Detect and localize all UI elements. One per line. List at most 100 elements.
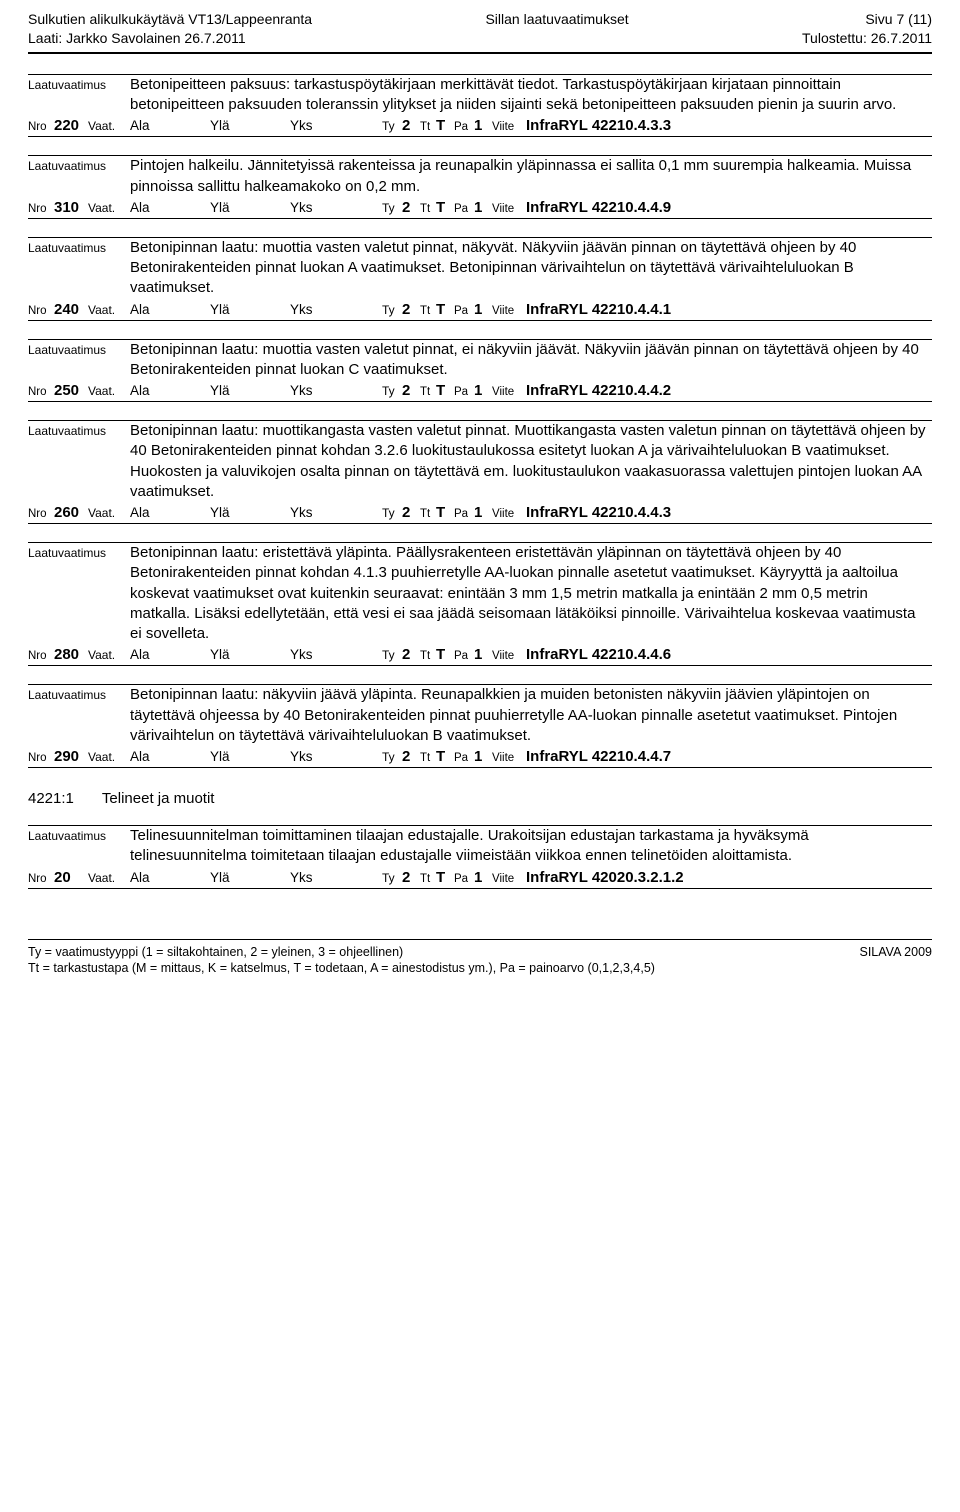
header-author: Laati: Jarkko Savolainen 26.7.2011: [28, 29, 312, 48]
meta-ala-label: Ala: [130, 505, 210, 520]
meta-nro-value: 20: [54, 869, 88, 886]
meta-ala-label: Ala: [130, 302, 210, 317]
meta-ty-label: Ty: [382, 648, 402, 662]
entry-text: Betonipinnan laatu: muottia vasten valet…: [130, 340, 932, 381]
entry-text: Telinesuunnitelman toimittaminen tilaaja…: [130, 826, 932, 867]
meta-nro-label: Nro: [28, 650, 54, 662]
meta-yla-label: Ylä: [210, 302, 290, 317]
meta-yla-label: Ylä: [210, 118, 290, 133]
meta-vaat-label: Vaat.: [88, 201, 130, 215]
requirement-entry: LaatuvaatimusPintojen halkeilu. Jännitet…: [28, 155, 932, 219]
entry-body: LaatuvaatimusBetonipinnan laatu: muottia…: [28, 238, 932, 299]
meta-vaat-label: Vaat.: [88, 119, 130, 133]
meta-yla-label: Ylä: [210, 200, 290, 215]
entry-rule-bottom: [28, 320, 932, 321]
entry-rule-bottom: [28, 767, 932, 768]
meta-tt-value: T: [436, 748, 454, 765]
meta-yks-label: Yks: [290, 383, 382, 398]
meta-ty-value: 2: [402, 869, 420, 886]
meta-viite-value: InfraRYL 42020.3.2.1.2: [526, 869, 684, 886]
meta-pa-value: 1: [474, 301, 492, 318]
meta-pa-label: Pa: [454, 386, 474, 398]
meta-vaat-label: Vaat.: [88, 506, 130, 520]
entry-meta-row: Nro280Vaat.AlaYläYksTy2TtTPa1ViiteInfraR…: [28, 644, 932, 665]
meta-yla-label: Ylä: [210, 505, 290, 520]
entry-body: LaatuvaatimusTelinesuunnitelman toimitta…: [28, 826, 932, 867]
meta-ala-label: Ala: [130, 200, 210, 215]
meta-yla-label: Ylä: [210, 749, 290, 764]
meta-ala-label: Ala: [130, 870, 210, 885]
meta-yla-label: Ylä: [210, 383, 290, 398]
meta-tt-value: T: [436, 869, 454, 886]
entry-meta-row: Nro250Vaat.AlaYläYksTy2TtTPa1ViiteInfraR…: [28, 380, 932, 401]
meta-pa-label: Pa: [454, 650, 474, 662]
meta-viite-label: Viite: [492, 873, 526, 885]
section-code: 4221:1: [28, 790, 98, 807]
meta-yks-label: Yks: [290, 647, 382, 662]
meta-ty-label: Ty: [382, 750, 402, 764]
entry-text: Pintojen halkeilu. Jännitetyissä rakente…: [130, 156, 932, 197]
entry-rule-bottom: [28, 888, 932, 889]
section-title: Telineet ja muotit: [102, 790, 215, 807]
requirement-entry: LaatuvaatimusTelinesuunnitelman toimitta…: [28, 825, 932, 889]
header-center: Sillan laatuvaatimukset: [485, 10, 628, 48]
meta-viite-label: Viite: [492, 121, 526, 133]
meta-ty-value: 2: [402, 748, 420, 765]
meta-ty-value: 2: [402, 504, 420, 521]
entry-type-label: Laatuvaatimus: [28, 543, 130, 644]
meta-viite-label: Viite: [492, 305, 526, 317]
section-heading: 4221:1 Telineet ja muotit: [28, 790, 932, 807]
meta-viite-label: Viite: [492, 386, 526, 398]
meta-pa-label: Pa: [454, 873, 474, 885]
meta-vaat-label: Vaat.: [88, 871, 130, 885]
entry-rule-bottom: [28, 136, 932, 137]
footer-rule: [28, 939, 932, 940]
footer-ty-legend: Ty = vaatimustyyppi (1 = siltakohtainen,…: [28, 944, 403, 961]
meta-pa-value: 1: [474, 869, 492, 886]
entry-body: LaatuvaatimusPintojen halkeilu. Jännitet…: [28, 156, 932, 197]
meta-viite-value: InfraRYL 42210.4.4.2: [526, 382, 671, 399]
entry-text: Betonipinnan laatu: muottia vasten valet…: [130, 238, 932, 299]
requirements-list: LaatuvaatimusBetonipeitteen paksuus: tar…: [28, 74, 932, 768]
meta-nro-value: 260: [54, 504, 88, 521]
meta-yks-label: Yks: [290, 118, 382, 133]
meta-viite-value: InfraRYL 42210.4.3.3: [526, 117, 671, 134]
requirement-entry: LaatuvaatimusBetonipeitteen paksuus: tar…: [28, 74, 932, 138]
header-printed: Tulostettu: 26.7.2011: [802, 29, 932, 48]
meta-viite-value: InfraRYL 42210.4.4.1: [526, 301, 671, 318]
meta-tt-label: Tt: [420, 650, 436, 662]
entry-text: Betonipinnan laatu: näkyviin jäävä yläpi…: [130, 685, 932, 746]
entry-type-label: Laatuvaatimus: [28, 75, 130, 116]
meta-ty-value: 2: [402, 117, 420, 134]
entry-meta-row: Nro290Vaat.AlaYläYksTy2TtTPa1ViiteInfraR…: [28, 746, 932, 767]
entry-meta-row: Nro240Vaat.AlaYläYksTy2TtTPa1ViiteInfraR…: [28, 299, 932, 320]
meta-tt-label: Tt: [420, 121, 436, 133]
meta-viite-value: InfraRYL 42210.4.4.6: [526, 646, 671, 663]
entry-meta-row: Nro310Vaat.AlaYläYksTy2TtTPa1ViiteInfraR…: [28, 197, 932, 218]
entry-type-label: Laatuvaatimus: [28, 826, 130, 867]
meta-ty-value: 2: [402, 382, 420, 399]
entry-body: LaatuvaatimusBetonipinnan laatu: muottik…: [28, 421, 932, 502]
meta-pa-label: Pa: [454, 752, 474, 764]
meta-tt-label: Tt: [420, 873, 436, 885]
meta-vaat-label: Vaat.: [88, 648, 130, 662]
entry-rule-bottom: [28, 523, 932, 524]
entry-body: LaatuvaatimusBetonipinnan laatu: eristet…: [28, 543, 932, 644]
meta-tt-value: T: [436, 382, 454, 399]
meta-viite-label: Viite: [492, 508, 526, 520]
meta-pa-value: 1: [474, 382, 492, 399]
meta-pa-value: 1: [474, 199, 492, 216]
requirement-entry: LaatuvaatimusBetonipinnan laatu: eristet…: [28, 542, 932, 666]
meta-pa-value: 1: [474, 646, 492, 663]
requirements-list-2: LaatuvaatimusTelinesuunnitelman toimitta…: [28, 825, 932, 889]
entry-rule-bottom: [28, 401, 932, 402]
requirement-entry: LaatuvaatimusBetonipinnan laatu: näkyvii…: [28, 684, 932, 768]
meta-pa-value: 1: [474, 117, 492, 134]
header-page: Sivu 7 (11): [802, 10, 932, 29]
entry-rule-bottom: [28, 218, 932, 219]
footer-tt-legend: Tt = tarkastustapa (M = mittaus, K = kat…: [28, 960, 655, 977]
meta-ala-label: Ala: [130, 383, 210, 398]
meta-nro-value: 290: [54, 748, 88, 765]
meta-viite-value: InfraRYL 42210.4.4.7: [526, 748, 671, 765]
meta-nro-label: Nro: [28, 121, 54, 133]
